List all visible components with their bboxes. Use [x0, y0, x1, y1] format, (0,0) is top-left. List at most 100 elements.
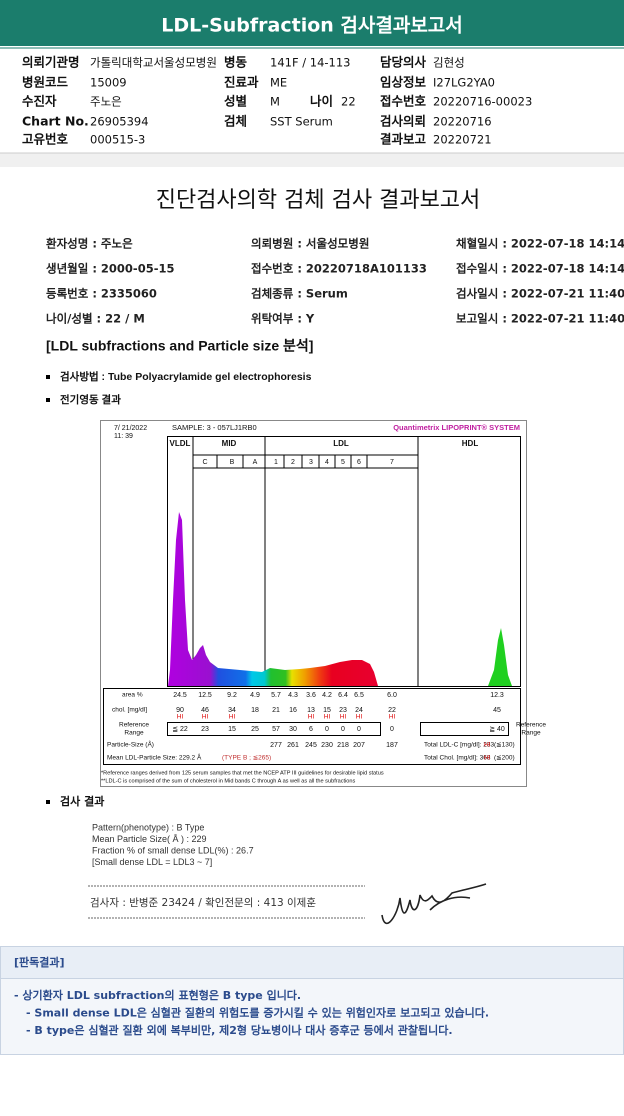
info-value: 20220716-00023: [433, 95, 532, 109]
chol-value: 34: [228, 707, 236, 714]
bullet-text: 전기영동 결과: [60, 393, 121, 406]
chol-value: 18: [251, 707, 259, 714]
total-ldl-ref: (≦130): [494, 742, 515, 749]
area-value: 5.7: [271, 692, 281, 699]
hi-flag: HI: [229, 714, 236, 721]
patient-field: 접수번호 : 20220718A101133: [251, 262, 427, 276]
lane-label: 1: [274, 459, 278, 466]
row-label: Range: [124, 730, 144, 737]
patient-field: 검사일시 : 2022-07-21 11:40: [456, 287, 624, 301]
info-label: Chart No.: [22, 114, 89, 129]
patient-field: 생년월일 : 2000-05-15: [46, 262, 175, 276]
total-ldl: Total LDL-C [mg/dl]: 233: [424, 742, 494, 749]
chol-value: 16: [289, 707, 297, 714]
size-value: 187: [386, 742, 398, 749]
size-value: 207: [353, 742, 365, 749]
group-label: LDL: [333, 439, 349, 448]
info-label: 접수번호: [380, 94, 427, 109]
reference-value: 0: [341, 726, 345, 733]
info-label: 수진자: [22, 94, 57, 109]
reference-value: 15: [228, 726, 236, 733]
area-value: 6.0: [387, 692, 397, 699]
hi-flag: HI: [177, 714, 184, 721]
chol-value: 22: [388, 707, 396, 714]
hi-flag: HI: [389, 714, 396, 721]
area-value: 24.5: [173, 692, 187, 699]
reference-value: ≧ 40: [489, 726, 505, 733]
row-label: Reference: [119, 722, 149, 729]
info-label: 고유번호: [22, 132, 69, 147]
hi-flag: HI: [308, 714, 315, 721]
patient-field: 환자성명 : 주노은: [46, 237, 133, 251]
row-label: area %: [122, 692, 143, 699]
plot-box: [167, 436, 521, 687]
lane-label: A: [253, 459, 258, 466]
result-line: Fraction % of small dense LDL(%) : 26.7: [92, 845, 254, 855]
info-label: 병동: [224, 55, 248, 70]
info-label: 병원코드: [22, 75, 69, 90]
area-value: 4.3: [288, 692, 298, 699]
info-label: 결과보고: [380, 132, 427, 147]
area-value: 3.6: [306, 692, 316, 699]
size-value: 261: [287, 742, 299, 749]
patient-field: 위탁여부 : Y: [251, 312, 315, 326]
row-label: Reference: [516, 722, 546, 729]
chol-value: 23: [339, 707, 347, 714]
info-value: M: [270, 95, 280, 109]
lane-dividers: [216, 455, 368, 468]
lane-label: 6: [357, 459, 361, 466]
hi-flag: HI: [324, 714, 331, 721]
result-line: Mean Particle Size( Å ) : 229: [92, 834, 207, 844]
size-value: 218: [337, 742, 349, 749]
lane-label: B: [230, 459, 235, 466]
separator: [0, 153, 624, 167]
reference-value: 57: [272, 726, 280, 733]
hi-flag: HI: [202, 714, 209, 721]
info-label: 의뢰기관명: [22, 55, 80, 70]
result-line: [Small dense LDL = LDL3 ~ 7]: [92, 857, 212, 867]
reference-value: 30: [289, 726, 297, 733]
hi-flag: HI: [340, 714, 347, 721]
patient-field: 검체종류 : Serum: [251, 287, 348, 301]
footnote: **LDL-C is comprised of the sum of chole…: [101, 778, 356, 784]
lane-label: C: [202, 459, 207, 466]
area-value: 4.2: [322, 692, 332, 699]
group-label: MID: [222, 439, 237, 448]
lane-label: 2: [291, 459, 295, 466]
chol-value: 46: [201, 707, 209, 714]
size-value: 245: [305, 742, 317, 749]
hdl-curve: [488, 628, 512, 686]
hi-flag: HI: [356, 714, 363, 721]
interpretation-title: [판독결과]: [14, 955, 65, 969]
bullet: [46, 375, 50, 379]
row-label: chol. [mg/dl]: [112, 707, 147, 714]
info-value: 20220721: [433, 133, 492, 147]
chol-value: 15: [323, 707, 331, 714]
total-chol-ref: (≦200): [494, 755, 515, 762]
interpretation-title-bar: [0, 946, 624, 979]
interpretation-line: - B type은 심혈관 질환 외에 복부비만, 제2형 당뇨병이나 대사 증…: [26, 1023, 453, 1037]
reference-value: 0: [390, 726, 394, 733]
bullet: [46, 398, 50, 402]
timestamp: 11: 39: [114, 433, 133, 440]
patient-field: 채혈일시 : 2022-07-18 14:14: [456, 237, 624, 251]
header-bar: [0, 0, 624, 46]
info-value: 20220716: [433, 115, 492, 129]
chol-value: 45: [493, 707, 501, 714]
group-label: HDL: [462, 439, 479, 448]
patient-field: 접수일시 : 2022-07-18 14:14: [456, 262, 624, 276]
reference-box: [420, 722, 509, 736]
patient-field: 의뢰병원 : 서울성모병원: [251, 237, 369, 251]
footnote: *Reference ranges derived from 125 serum…: [101, 770, 384, 776]
mean-size: Mean LDL-Particle Size: 229.2 Å: [107, 753, 202, 762]
info-value: 000515-3: [90, 133, 145, 147]
lane-label: 7: [390, 459, 394, 466]
info-value: 26905394: [90, 115, 149, 129]
bullet-text: 검사방법 : Tube Polyacrylamide gel electroph…: [60, 370, 312, 383]
info-value: 141F / 14-113: [270, 56, 350, 70]
group-label: VLDL: [170, 439, 191, 448]
brand: Quantimetrix LIPOPRINT® SYSTEM: [393, 423, 520, 432]
info-label: 나이: [310, 94, 333, 109]
reference-value: 23: [201, 726, 209, 733]
results-heading: 검사 결과: [60, 794, 104, 808]
